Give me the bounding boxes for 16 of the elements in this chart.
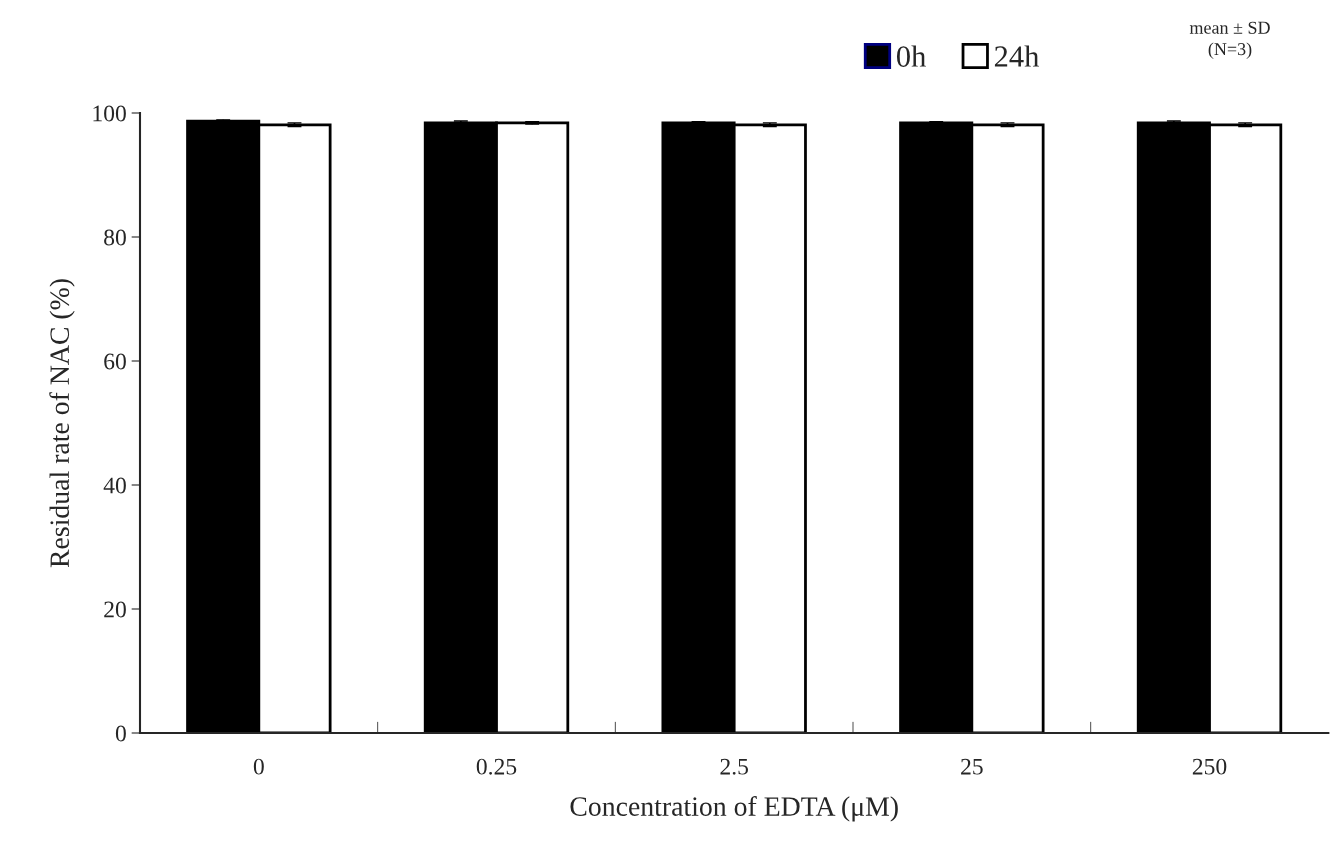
x-tick-label: 0.25 (476, 758, 517, 775)
x-axis-title: Concentration of EDTA (μM) (570, 796, 898, 822)
text: mean ± SD (N=3) (1189, 21, 1270, 59)
y-tick-label: 40 (103, 477, 126, 494)
legend-label: 0h (896, 45, 926, 67)
y-tick-label: 20 (104, 601, 126, 618)
x-tick-label: 250 (1192, 758, 1227, 775)
x-tick-label: 0 (253, 758, 264, 775)
x-tick-label: 25 (961, 758, 983, 775)
legend-label: 24h (994, 45, 1040, 67)
y-tick-label: 80 (104, 229, 126, 246)
y-tick-label: 60 (104, 353, 126, 370)
y-axis-title: Residual rate of NAC (%) (49, 279, 75, 568)
x-tick-label: 2.5 (720, 758, 749, 775)
y-tick-label: 100 (93, 105, 126, 122)
y-tick-label: 0 (115, 725, 126, 742)
